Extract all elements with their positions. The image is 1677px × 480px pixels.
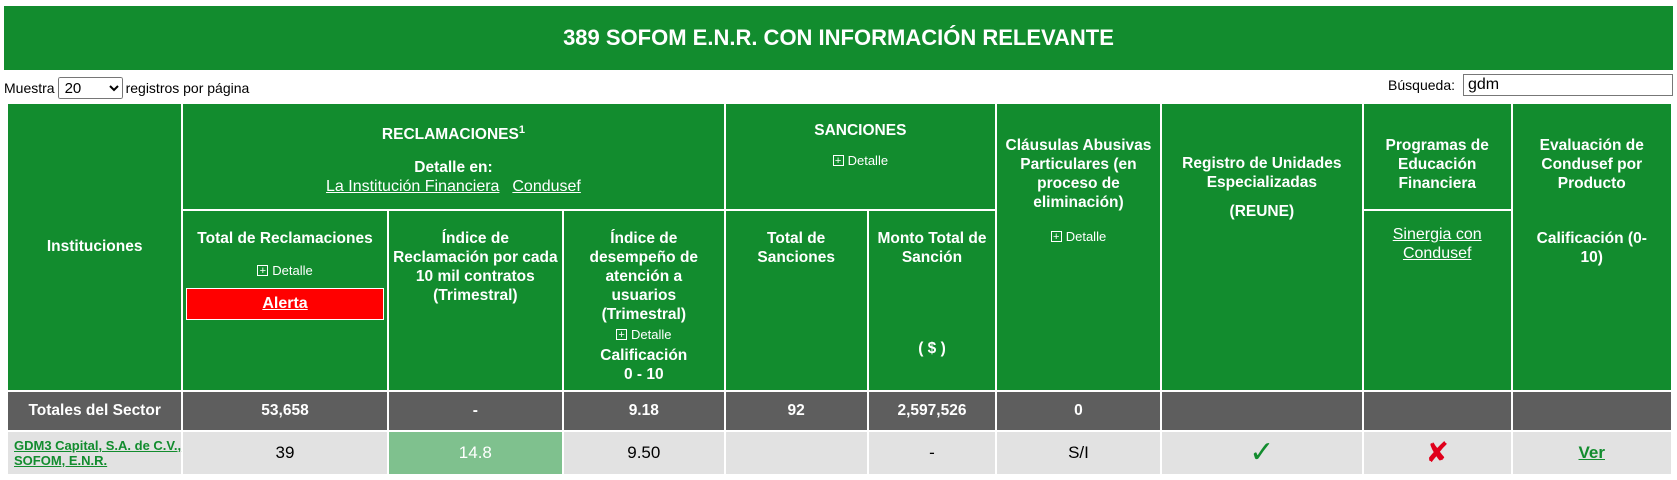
header-instituciones: Instituciones <box>5 102 184 392</box>
calificacion-0-10-label: Calificación (0-10) <box>1536 230 1647 266</box>
total-reclamaciones-label: Total de Reclamaciones <box>197 229 373 247</box>
monto-total-label: Monto Total de Sanción <box>877 229 987 266</box>
header-monto-total: Monto Total de Sanción ( $ ) <box>866 208 998 392</box>
totals-monto-total: 2,597,526 <box>866 389 998 432</box>
detalle-label: Detalle <box>1065 229 1107 244</box>
reune-label: (REUNE) <box>1229 203 1295 220</box>
link-sinergia-condusef[interactable]: Sinergia con Condusef <box>1392 225 1482 262</box>
programas-label: Programas de Educación Financiera <box>1385 137 1489 192</box>
footnote-marker: 1 <box>518 123 525 136</box>
reclamaciones-label: RECLAMACIONES <box>381 125 519 143</box>
cell-total-reclamaciones: 39 <box>181 429 389 477</box>
totals-total-reclamaciones: 53,658 <box>181 389 389 432</box>
cell-monto-total: - <box>866 429 998 477</box>
detalle-en-label: Detalle en: <box>414 158 493 176</box>
evaluacion-label: Evaluación de Condusef por Producto <box>1539 137 1644 192</box>
header-total-reclamaciones: Total de Reclamaciones + Detalle Alerta <box>181 208 389 392</box>
table-controls: Muestra 102050100 registros por página B… <box>4 74 1673 100</box>
check-icon: ✓ <box>1249 436 1275 470</box>
plus-icon: + <box>1050 231 1062 243</box>
detalle-label: Detalle <box>847 152 889 168</box>
cell-evaluacion: Ver <box>1510 429 1674 477</box>
ver-link[interactable]: Ver <box>1578 442 1605 462</box>
cell-total-sanciones <box>723 429 869 477</box>
cell-programas: ✘ <box>1361 429 1513 477</box>
totals-total-sanciones: 92 <box>723 389 869 432</box>
sanciones-label: SANCIONES <box>814 121 907 139</box>
pesos-label: ( $ ) <box>918 339 946 357</box>
rango-label: 0 - 10 <box>623 365 664 383</box>
plus-icon: + <box>832 154 844 166</box>
cell-indice-reclamacion: 14.8 <box>386 429 565 477</box>
search-input[interactable] <box>1463 74 1673 96</box>
page-size-select[interactable]: 102050100 <box>57 77 123 99</box>
plus-icon: + <box>257 264 269 276</box>
cell-registro: ✓ <box>1159 429 1364 477</box>
header-total-sanciones: Total de Sanciones <box>723 208 869 392</box>
total-sanciones-label: Total de Sanciones <box>757 229 835 266</box>
totals-clausulas: 0 <box>995 389 1162 432</box>
totals-indice-reclamacion: - <box>386 389 565 432</box>
indice-desempeno-label: Índice de desempeño de atención a usuari… <box>589 229 699 323</box>
header-instituciones-label: Instituciones <box>46 238 143 256</box>
cross-icon: ✘ <box>1425 437 1449 469</box>
totals-programas <box>1361 389 1513 432</box>
indice-reclamacion-label: Índice de Reclamación por cada 10 mil co… <box>393 229 558 304</box>
cell-indice-desempeno: 9.50 <box>562 429 726 477</box>
sanciones-detalle-button[interactable]: + Detalle <box>832 151 889 170</box>
link-institucion-financiera[interactable]: La Institución Financiera <box>326 177 500 195</box>
cell-clausulas: S/I <box>995 429 1162 477</box>
totals-label: Totales del Sector <box>5 389 184 432</box>
page-title-banner: 389 SOFOM E.N.R. CON INFORMACIÓN RELEVAN… <box>4 6 1673 70</box>
header-evaluacion: Evaluación de Condusef por Producto Cali… <box>1510 102 1674 392</box>
reclamaciones-detalle-button[interactable]: + Detalle <box>257 261 313 280</box>
detalle-label: Detalle <box>272 262 313 278</box>
clausulas-detalle-button[interactable]: + Detalle <box>1050 227 1107 246</box>
link-condusef[interactable]: Condusef <box>512 177 581 195</box>
header-programas: Programas de Educación Financiera <box>1361 102 1513 211</box>
totals-registro <box>1159 389 1364 432</box>
table-row: GDM3 Capital, S.A. de C.V., SOFOM, E.N.R… <box>5 429 1674 477</box>
header-sanciones: SANCIONES + Detalle <box>723 102 998 211</box>
institution-cell: GDM3 Capital, S.A. de C.V., SOFOM, E.N.R… <box>5 429 184 477</box>
institution-link[interactable]: GDM3 Capital, S.A. de C.V., SOFOM, E.N.R… <box>14 437 182 468</box>
show-label: Muestra <box>4 80 55 96</box>
search-label: Búsqueda: <box>1388 77 1455 93</box>
detalle-label: Detalle <box>631 326 672 342</box>
header-indice-reclamacion: Índice de Reclamación por cada 10 mil co… <box>386 208 565 392</box>
calificacion-label: Calificación <box>600 346 688 364</box>
totals-row: Totales del Sector 53,658 - 9.18 92 2,59… <box>5 389 1674 432</box>
totals-indice-desempeno: 9.18 <box>562 389 726 432</box>
desempeno-detalle-button[interactable]: + Detalle <box>616 325 672 344</box>
header-registro: Registro de Unidades Especializadas (REU… <box>1159 102 1364 392</box>
clausulas-label: Cláusulas Abusivas Particulares (en proc… <box>1005 137 1152 211</box>
header-indice-desempeno: Índice de desempeño de atención a usuari… <box>562 208 726 392</box>
per-page-label: registros por página <box>125 80 250 96</box>
page-title: 389 SOFOM E.N.R. CON INFORMACIÓN RELEVAN… <box>563 25 1114 50</box>
header-reclamaciones: RECLAMACIONES1 Detalle en: La Institució… <box>181 102 726 211</box>
registro-label: Registro de Unidades Especializadas <box>1182 155 1342 191</box>
alerta-button[interactable]: Alerta <box>186 287 384 320</box>
header-clausulas: Cláusulas Abusivas Particulares (en proc… <box>995 102 1162 392</box>
totals-evaluacion <box>1510 389 1674 432</box>
institutions-table: Instituciones RECLAMACIONES1 Detalle en:… <box>5 102 1674 477</box>
plus-icon: + <box>616 328 628 340</box>
header-sinergia: Sinergia con Condusef <box>1361 208 1513 392</box>
